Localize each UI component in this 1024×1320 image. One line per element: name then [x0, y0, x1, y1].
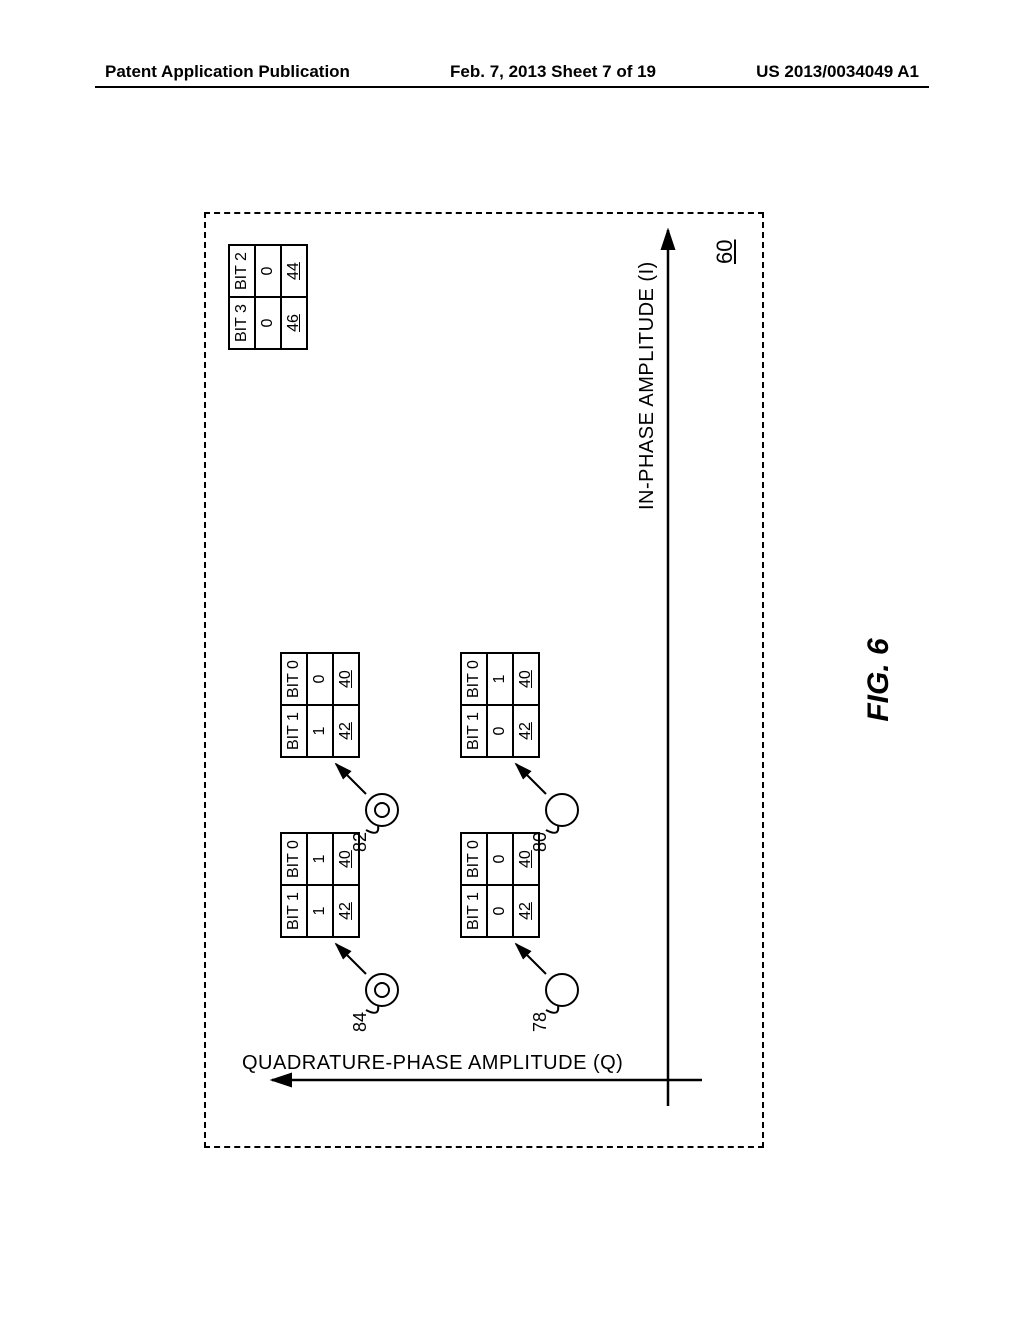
bit-header: BIT 2 — [229, 245, 255, 297]
bit-header: BIT 0 — [281, 833, 307, 885]
bit-header: BIT 1 — [281, 885, 307, 937]
bit-header: BIT 1 — [281, 705, 307, 757]
constellation-point — [545, 793, 579, 827]
bit-table: BIT 1BIT 0004240 — [460, 832, 540, 938]
bit-ref: 42 — [513, 705, 539, 757]
header-center: Feb. 7, 2013 Sheet 7 of 19 — [450, 62, 656, 82]
header-rule — [95, 86, 929, 88]
bit-value: 1 — [307, 833, 333, 885]
bit-ref: 40 — [513, 653, 539, 705]
bit-header: BIT 0 — [461, 833, 487, 885]
bit-table: BIT 1BIT 0014240 — [460, 652, 540, 758]
bit-value: 0 — [255, 245, 281, 297]
bit-value: 0 — [255, 297, 281, 349]
bit-table: BIT 1BIT 0104240 — [280, 652, 360, 758]
bit-ref: 42 — [333, 705, 359, 757]
header-right: US 2013/0034049 A1 — [756, 62, 919, 82]
bit-value: 1 — [307, 885, 333, 937]
bit-table: BIT 3BIT 2004644 — [228, 244, 308, 350]
figure-6: FIG. 6 IN-PHASE AMPLITUDE (I)QUADRATURE-… — [142, 150, 882, 1210]
constellation-point-inner — [374, 802, 390, 818]
bit-header: BIT 0 — [461, 653, 487, 705]
page: Patent Application Publication Feb. 7, 2… — [0, 0, 1024, 1320]
bit-ref: 40 — [333, 833, 359, 885]
bit-ref: 42 — [513, 885, 539, 937]
constellation-point-inner — [374, 982, 390, 998]
bit-table: BIT 1BIT 0114240 — [280, 832, 360, 938]
point-ref-label: 78 — [530, 1012, 551, 1032]
figure-wrap: FIG. 6 IN-PHASE AMPLITUDE (I)QUADRATURE-… — [142, 150, 882, 1210]
figure-caption: FIG. 6 — [862, 638, 896, 721]
bit-header: BIT 0 — [281, 653, 307, 705]
bit-value: 0 — [487, 705, 513, 757]
bit-header: BIT 1 — [461, 885, 487, 937]
constellation-point — [365, 973, 399, 1007]
bit-header: BIT 3 — [229, 297, 255, 349]
point-ref-label: 84 — [350, 1012, 371, 1032]
bit-ref: 40 — [333, 653, 359, 705]
bit-ref: 42 — [333, 885, 359, 937]
page-header: Patent Application Publication Feb. 7, 2… — [0, 62, 1024, 82]
constellation-point — [545, 973, 579, 1007]
bit-value: 0 — [487, 885, 513, 937]
bit-ref: 44 — [281, 245, 307, 297]
bit-value: 0 — [487, 833, 513, 885]
bit-header: BIT 1 — [461, 705, 487, 757]
bit-value: 0 — [307, 653, 333, 705]
point-ref-label: 80 — [530, 832, 551, 852]
x-axis-label: IN-PHASE AMPLITUDE (I) — [636, 261, 659, 510]
bit-ref: 46 — [281, 297, 307, 349]
bit-value: 1 — [307, 705, 333, 757]
sector-ref: 60 — [712, 240, 738, 264]
header-left: Patent Application Publication — [105, 62, 350, 82]
y-axis-label: QUADRATURE-PHASE AMPLITUDE (Q) — [242, 1052, 623, 1075]
constellation-point — [365, 793, 399, 827]
bit-value: 1 — [487, 653, 513, 705]
